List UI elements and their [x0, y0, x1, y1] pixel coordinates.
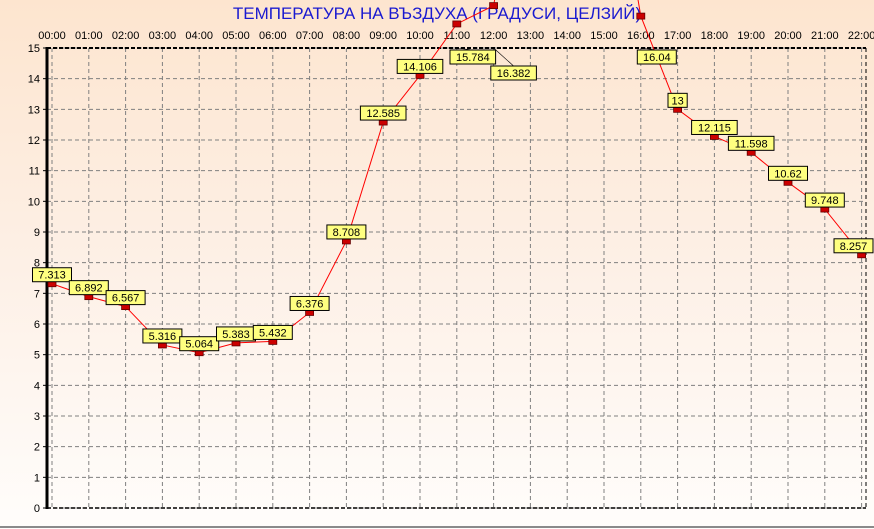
- data-label: 5.064: [185, 339, 213, 351]
- y-tick-label: 8: [34, 258, 40, 270]
- data-label-box: [105, 290, 146, 306]
- x-tick-label: 19:00: [737, 30, 765, 42]
- data-label: 12.585: [366, 108, 400, 120]
- x-tick-label: 12:00: [480, 30, 508, 42]
- y-tick-label: 15: [28, 43, 40, 55]
- y-tick-label: 6: [34, 319, 40, 331]
- data-label: 6.892: [75, 283, 103, 295]
- x-tick-label: 09:00: [369, 30, 397, 42]
- chart-title: ТЕМПЕРАТУРА НА ВЪЗДУХА (ГРАДУСИ, ЦЕЛЗИЙ): [232, 4, 642, 23]
- data-label: 16.04: [643, 52, 671, 64]
- y-tick-label: 4: [34, 380, 40, 392]
- data-label: 14.106: [403, 61, 437, 73]
- bottom-divider: [0, 526, 874, 528]
- x-tick-label: 03:00: [149, 30, 177, 42]
- data-label: 16.382: [497, 68, 531, 80]
- data-label-box: [768, 165, 808, 181]
- data-label-box: [142, 328, 183, 344]
- data-label: 13: [671, 95, 683, 107]
- y-tick-label: 11: [29, 166, 40, 178]
- x-tick-label: 05:00: [222, 30, 250, 42]
- x-tick-label: 02:00: [112, 30, 140, 42]
- y-tick-label: 1: [34, 472, 40, 484]
- data-point: [489, 2, 499, 10]
- y-tick-label: 10: [28, 196, 40, 208]
- data-label-box: [326, 224, 367, 240]
- x-tick-label: 11:00: [443, 30, 470, 42]
- x-tick-label: 10:00: [406, 30, 434, 42]
- data-label: 11.598: [735, 138, 768, 150]
- data-label: 10.62: [774, 168, 802, 180]
- data-label-box: [359, 105, 407, 121]
- y-tick-label: 0: [34, 503, 40, 515]
- x-tick-label: 07:00: [296, 30, 324, 42]
- x-tick-label: 22:00: [848, 30, 874, 42]
- data-label-box: [667, 92, 688, 108]
- data-label: 9.748: [811, 195, 839, 207]
- x-tick-label: 13:00: [517, 30, 545, 42]
- y-tick-label: 3: [34, 411, 40, 423]
- data-label: 6.567: [112, 293, 140, 305]
- x-tick-label: 00:00: [38, 30, 66, 42]
- data-label: 6.376: [296, 298, 324, 310]
- x-tick-label: 14:00: [553, 30, 581, 42]
- x-tick-label: 08:00: [333, 30, 361, 42]
- data-label-box: [252, 324, 293, 340]
- x-tick-label: 04:00: [185, 30, 213, 42]
- y-tick-label: 14: [28, 74, 40, 86]
- x-tick-label: 20:00: [774, 30, 802, 42]
- data-label: 12.115: [698, 122, 731, 134]
- data-label: 5.432: [259, 327, 287, 339]
- x-tick-label: 15:00: [590, 30, 618, 42]
- data-label-box: [68, 280, 109, 296]
- data-label-box: [289, 295, 330, 311]
- data-point: [636, 12, 646, 20]
- data-label-box: [636, 49, 677, 65]
- data-point: [452, 20, 462, 28]
- x-tick-label: 17:00: [664, 30, 692, 42]
- data-label-box: [179, 336, 220, 352]
- y-tick-label: 2: [34, 442, 40, 454]
- x-tick-label: 01:00: [75, 30, 103, 42]
- data-label: 7.313: [38, 270, 66, 282]
- data-label-box: [833, 238, 874, 254]
- data-label: 8.257: [840, 241, 868, 253]
- data-label: 8.708: [333, 227, 361, 239]
- data-label-box: [804, 192, 845, 208]
- data-label-box: [32, 267, 72, 283]
- x-tick-label: 06:00: [259, 30, 287, 42]
- x-tick-label: 18:00: [701, 30, 729, 42]
- data-label: 15.784: [456, 52, 490, 64]
- x-tick-label: 21:00: [811, 30, 839, 42]
- y-tick-label: 7: [34, 288, 40, 300]
- data-label-box: [691, 119, 738, 135]
- data-label: 5.383: [222, 329, 250, 341]
- y-tick-label: 9: [34, 227, 40, 239]
- data-label-box: [490, 65, 537, 81]
- y-tick-label: 5: [34, 350, 40, 362]
- data-label-box: [449, 49, 497, 65]
- data-label-box: [727, 135, 775, 151]
- y-tick-label: 12: [28, 135, 40, 147]
- data-label-box: [396, 58, 444, 74]
- y-tick-label: 13: [28, 104, 40, 116]
- data-label-leader: [493, 47, 514, 67]
- data-label: 5.316: [149, 331, 177, 343]
